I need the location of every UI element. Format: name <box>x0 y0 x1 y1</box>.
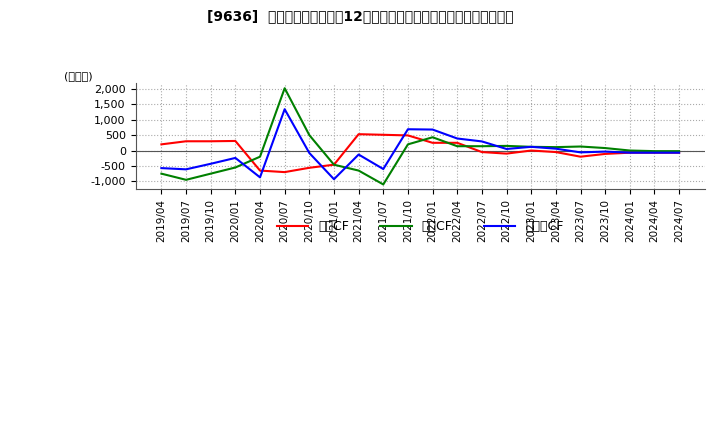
営業CF <box>675 150 683 155</box>
営業CF <box>330 162 338 167</box>
フリーCF <box>256 175 264 180</box>
営業CF <box>428 140 437 146</box>
投資CF <box>157 171 166 176</box>
フリーCF <box>280 106 289 112</box>
Line: フリーCF: フリーCF <box>161 109 679 179</box>
Text: [9636]  キャッシュフローの12か月移動合計の対前年同期増減額の推移: [9636] キャッシュフローの12か月移動合計の対前年同期増減額の推移 <box>207 9 513 23</box>
営業CF <box>477 150 486 155</box>
投資CF <box>600 145 609 150</box>
投資CF <box>280 86 289 91</box>
営業CF <box>600 151 609 157</box>
営業CF <box>503 151 511 156</box>
フリーCF <box>428 127 437 132</box>
Y-axis label: (百万円): (百万円) <box>64 70 93 81</box>
フリーCF <box>576 150 585 155</box>
投資CF <box>527 144 536 150</box>
営業CF <box>256 168 264 173</box>
フリーCF <box>650 150 659 155</box>
営業CF <box>576 154 585 159</box>
営業CF <box>181 139 190 144</box>
営業CF <box>626 150 634 155</box>
フリーCF <box>330 176 338 182</box>
営業CF <box>354 132 363 137</box>
営業CF <box>231 138 240 143</box>
フリーCF <box>626 150 634 155</box>
投資CF <box>379 182 387 187</box>
フリーCF <box>675 150 683 155</box>
フリーCF <box>379 166 387 172</box>
営業CF <box>305 165 314 170</box>
営業CF <box>157 142 166 147</box>
投資CF <box>330 162 338 167</box>
フリーCF <box>527 144 536 150</box>
投資CF <box>428 135 437 140</box>
フリーCF <box>552 146 560 151</box>
投資CF <box>181 177 190 183</box>
フリーCF <box>181 167 190 172</box>
投資CF <box>231 165 240 170</box>
フリーCF <box>305 150 314 156</box>
Line: 投資CF: 投資CF <box>161 88 679 184</box>
営業CF <box>650 150 659 155</box>
営業CF <box>552 150 560 155</box>
営業CF <box>404 133 413 138</box>
Line: 営業CF: 営業CF <box>161 134 679 172</box>
投資CF <box>576 144 585 149</box>
フリーCF <box>354 152 363 157</box>
Legend: 営業CF, 投資CF, フリーCF: 営業CF, 投資CF, フリーCF <box>272 215 569 238</box>
投資CF <box>675 149 683 154</box>
投資CF <box>503 143 511 149</box>
投資CF <box>207 171 215 176</box>
投資CF <box>453 143 462 149</box>
投資CF <box>404 142 413 147</box>
投資CF <box>477 143 486 149</box>
フリーCF <box>477 139 486 144</box>
営業CF <box>207 139 215 144</box>
投資CF <box>650 149 659 154</box>
フリーCF <box>600 149 609 154</box>
フリーCF <box>503 147 511 152</box>
フリーCF <box>231 155 240 161</box>
投資CF <box>256 154 264 159</box>
営業CF <box>453 140 462 146</box>
投資CF <box>354 168 363 173</box>
フリーCF <box>404 127 413 132</box>
投資CF <box>305 132 314 138</box>
営業CF <box>527 148 536 153</box>
営業CF <box>379 132 387 137</box>
投資CF <box>552 144 560 150</box>
フリーCF <box>157 165 166 171</box>
フリーCF <box>453 136 462 141</box>
営業CF <box>280 169 289 175</box>
投資CF <box>626 148 634 153</box>
フリーCF <box>207 161 215 166</box>
